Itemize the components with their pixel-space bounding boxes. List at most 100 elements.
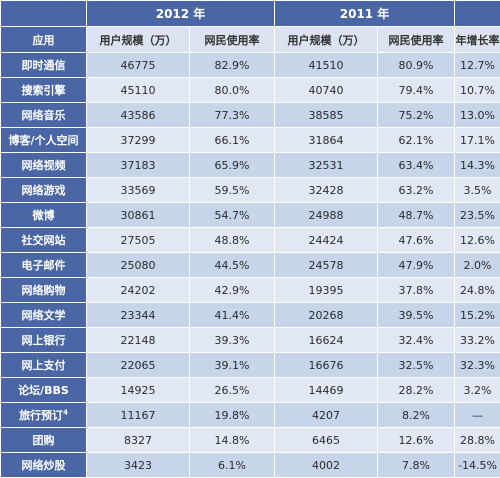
- cell-rate-2011: 8.2%: [378, 403, 455, 428]
- cell-users-2011: 20268: [275, 303, 378, 328]
- cell-app: 网络炒股: [1, 453, 87, 478]
- cell-users-2012: 37183: [87, 153, 190, 178]
- cell-growth: 17.1%: [455, 128, 500, 153]
- cell-rate-2012-text: 39.1%: [215, 359, 250, 372]
- cell-growth: 14.3%: [455, 153, 500, 178]
- cell-rate-2012: 14.8%: [190, 428, 275, 453]
- cell-rate-2011: 39.5%: [378, 303, 455, 328]
- cell-rate-2011: 32.4%: [378, 328, 455, 353]
- cell-users-2012: 30861: [87, 203, 190, 228]
- cell-growth: 28.8%: [455, 428, 500, 453]
- cell-rate-2011-text: 80.9%: [399, 59, 434, 72]
- cell-users-2012-text: 43586: [121, 109, 156, 122]
- cell-rate-2012: 65.9%: [190, 153, 275, 178]
- cell-users-2011-text: 4002: [312, 459, 340, 472]
- cell-app: 网络购物: [1, 278, 87, 303]
- cell-growth: 24.8%: [455, 278, 500, 303]
- cell-app-text: 网上支付: [22, 359, 66, 372]
- cell-rate-2011-text: 63.4%: [399, 159, 434, 172]
- cell-users-2012: 14925: [87, 378, 190, 403]
- cell-app: 网络音乐: [1, 103, 87, 128]
- cell-app-text: 网络文学: [22, 309, 66, 322]
- cell-rate-2011: 75.2%: [378, 103, 455, 128]
- cell-rate-2012-text: 65.9%: [215, 159, 250, 172]
- cell-app-text: 网上银行: [22, 334, 66, 347]
- cell-app-text: 网络音乐: [22, 109, 66, 122]
- cell-growth: 2.0%: [455, 253, 500, 278]
- cell-rate-2011-text: 12.6%: [399, 434, 434, 447]
- cell-rate-2012-text: 59.5%: [215, 184, 250, 197]
- cell-users-2011-text: 16676: [309, 359, 344, 372]
- cell-users-2011-text: 38585: [309, 109, 344, 122]
- cell-growth: -14.5%: [455, 453, 500, 478]
- cell-growth: 3.5%: [455, 178, 500, 203]
- cell-users-2012-text: 23344: [121, 309, 156, 322]
- cell-app: 网上银行: [1, 328, 87, 353]
- cell-growth-text: 17.1%: [460, 134, 495, 147]
- cell-growth: 12.6%: [455, 228, 500, 253]
- cell-rate-2012: 82.9%: [190, 53, 275, 78]
- cell-users-2011-text: 16624: [309, 334, 344, 347]
- cell-users-2012: 25080: [87, 253, 190, 278]
- cell-rate-2012: 54.7%: [190, 203, 275, 228]
- cell-users-2012-text: 33569: [121, 184, 156, 197]
- cell-growth: 33.2%: [455, 328, 500, 353]
- cell-app: 即时通信: [1, 53, 87, 78]
- cell-growth-text: 13.0%: [460, 109, 495, 122]
- cell-users-2012-text: 37183: [121, 159, 156, 172]
- cell-rate-2012-text: 82.9%: [215, 59, 250, 72]
- cell-rate-2011-text: 28.2%: [399, 384, 434, 397]
- col-users-2011-header: 用户规模（万）: [275, 27, 378, 53]
- cell-app-text: 社交网站: [22, 234, 66, 247]
- cell-app-text: 搜索引擎: [22, 84, 66, 97]
- cell-rate-2012-text: 66.1%: [215, 134, 250, 147]
- cell-rate-2011-text: 39.5%: [399, 309, 434, 322]
- cell-users-2012: 46775: [87, 53, 190, 78]
- cell-rate-2012: 19.8%: [190, 403, 275, 428]
- cell-users-2012-text: 24202: [121, 284, 156, 297]
- cell-users-2012-text: 22065: [121, 359, 156, 372]
- cell-rate-2011-text: 63.2%: [399, 184, 434, 197]
- cell-users-2012-text: 11167: [121, 409, 156, 422]
- cell-rate-2012: 77.3%: [190, 103, 275, 128]
- cell-rate-2011: 48.7%: [378, 203, 455, 228]
- cell-users-2012: 45110: [87, 78, 190, 103]
- cell-rate-2011-text: 79.4%: [399, 84, 434, 97]
- cell-rate-2011: 37.8%: [378, 278, 455, 303]
- cell-rate-2011-text: 62.1%: [399, 134, 434, 147]
- cell-users-2012: 11167: [87, 403, 190, 428]
- cell-users-2012-text: 27505: [121, 234, 156, 247]
- cell-rate-2012-text: 48.8%: [215, 234, 250, 247]
- cell-rate-2012: 39.3%: [190, 328, 275, 353]
- cell-users-2012: 8327: [87, 428, 190, 453]
- cell-app-text: 微博: [33, 209, 55, 222]
- cell-growth: 15.2%: [455, 303, 500, 328]
- cell-users-2012-text: 37299: [121, 134, 156, 147]
- cell-rate-2012-text: 26.5%: [215, 384, 250, 397]
- cell-growth-text: 28.8%: [460, 434, 495, 447]
- cell-growth-text: 12.6%: [460, 234, 495, 247]
- cell-users-2011: 4207: [275, 403, 378, 428]
- year-header-blank-right: [455, 1, 500, 27]
- cell-growth: 13.0%: [455, 103, 500, 128]
- cell-app: 微博: [1, 203, 87, 228]
- cell-growth-text: 32.3%: [460, 359, 495, 372]
- cell-rate-2012: 80.0%: [190, 78, 275, 103]
- cell-app-text: 论坛/BBS: [18, 384, 69, 397]
- cell-rate-2011: 62.1%: [378, 128, 455, 153]
- cell-users-2012: 3423: [87, 453, 190, 478]
- cell-rate-2011-text: 32.4%: [399, 334, 434, 347]
- cell-users-2011: 16624: [275, 328, 378, 353]
- cell-users-2011-text: 32531: [309, 159, 344, 172]
- cell-users-2012-text: 30861: [121, 209, 156, 222]
- cell-users-2012-text: 46775: [121, 59, 156, 72]
